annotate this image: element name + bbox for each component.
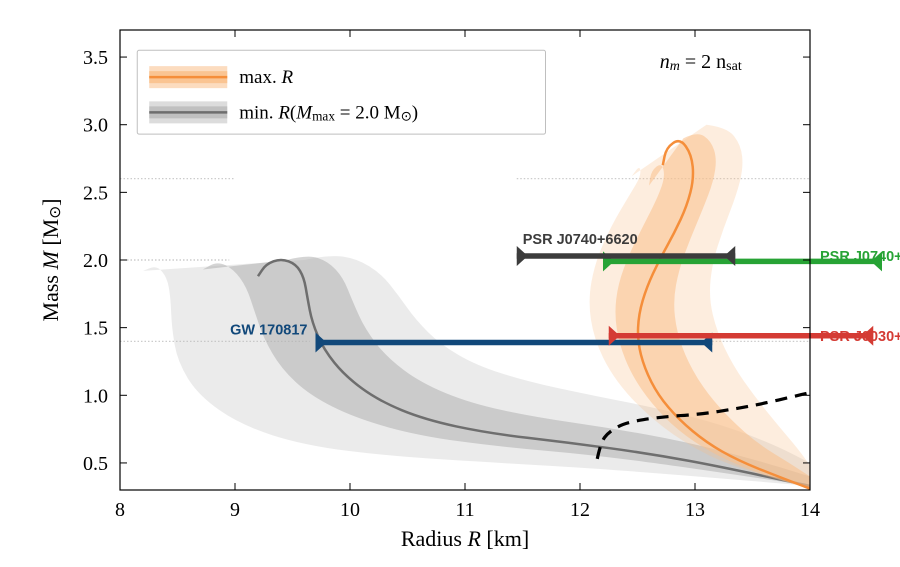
svg-text:PSR J0740+6620: PSR J0740+6620 [820, 249, 900, 265]
svg-text:3.0: 3.0 [83, 115, 108, 137]
svg-text:8: 8 [115, 499, 125, 521]
svg-text:PSR J0740+6620: PSR J0740+6620 [523, 232, 638, 248]
svg-text:13: 13 [685, 499, 705, 521]
chart-svg: GW 170817 PSR J0030+0451 PSR J0740+6620 PSR… [0, 0, 900, 567]
svg-text:max. R: max. R [239, 67, 293, 88]
svg-text:Radius R [km]: Radius R [km] [401, 526, 529, 551]
svg-text:12: 12 [570, 499, 590, 521]
svg-text:2.0: 2.0 [83, 250, 108, 272]
svg-text:10: 10 [340, 499, 360, 521]
svg-text:2.5: 2.5 [83, 182, 108, 204]
svg-text:0.5: 0.5 [83, 453, 108, 475]
mr-chart: GW 170817 PSR J0030+0451 PSR J0740+6620 PSR… [0, 0, 900, 567]
svg-text:11: 11 [455, 499, 474, 521]
svg-text:14: 14 [800, 499, 820, 521]
svg-text:1.5: 1.5 [83, 318, 108, 340]
svg-text:1.0: 1.0 [83, 385, 108, 407]
svg-text:3.5: 3.5 [83, 47, 108, 69]
svg-text:9: 9 [230, 499, 240, 521]
svg-text:PSR J0030+0451: PSR J0030+0451 [820, 329, 900, 345]
svg-text:GW 170817: GW 170817 [230, 323, 307, 339]
